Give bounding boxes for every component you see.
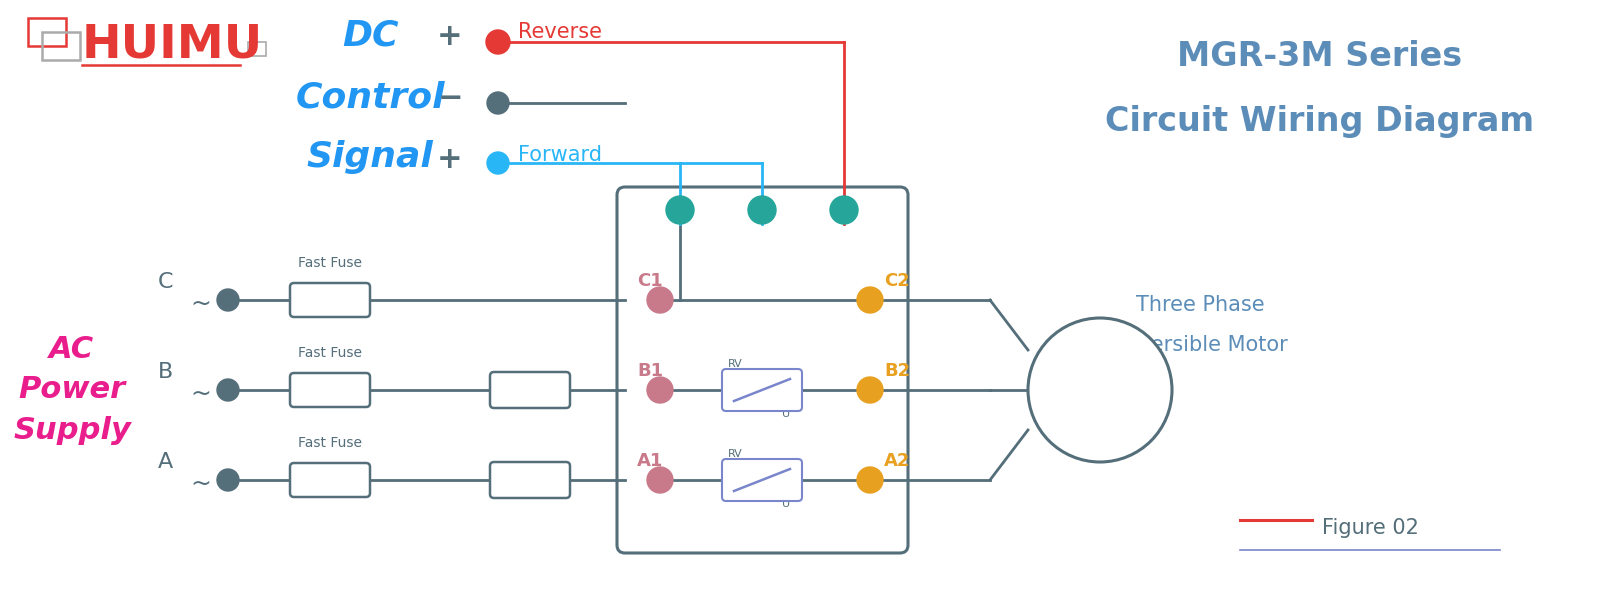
FancyBboxPatch shape (290, 373, 370, 407)
Circle shape (858, 467, 883, 493)
Text: C2: C2 (885, 272, 910, 290)
Text: Reverse: Reverse (518, 22, 602, 42)
Circle shape (218, 289, 238, 311)
Text: MGR-3M Series: MGR-3M Series (1178, 40, 1462, 73)
Text: RV: RV (728, 359, 742, 369)
Circle shape (486, 92, 509, 114)
Circle shape (646, 467, 674, 493)
Text: Figure 02: Figure 02 (1322, 518, 1419, 538)
Text: Three Phase: Three Phase (1136, 295, 1264, 315)
FancyBboxPatch shape (722, 369, 802, 411)
Text: A2: A2 (885, 452, 910, 470)
Text: C1: C1 (637, 272, 662, 290)
Text: U: U (782, 409, 790, 419)
Text: B1: B1 (637, 362, 662, 380)
Text: +: + (437, 145, 462, 174)
Text: ~: ~ (190, 472, 211, 496)
Circle shape (218, 379, 238, 401)
Text: AC
Power
Supply: AC Power Supply (13, 335, 131, 445)
Circle shape (646, 287, 674, 313)
FancyBboxPatch shape (722, 459, 802, 501)
Circle shape (858, 377, 883, 403)
Text: ~: ~ (190, 292, 211, 316)
Text: +: + (437, 22, 462, 51)
Text: U: U (782, 499, 790, 509)
Text: Circuit Wiring Diagram: Circuit Wiring Diagram (1106, 105, 1534, 138)
Text: A: A (158, 452, 173, 472)
Text: DC: DC (342, 18, 398, 52)
Circle shape (666, 196, 694, 224)
Circle shape (486, 152, 509, 174)
Text: Signal: Signal (307, 140, 434, 174)
Text: M: M (1080, 369, 1120, 411)
Text: −: − (437, 84, 462, 113)
Text: Load: Load (512, 472, 549, 488)
FancyBboxPatch shape (490, 462, 570, 498)
Text: Forward: Forward (518, 145, 602, 165)
Text: Control: Control (296, 80, 445, 114)
Text: Fast Fuse: Fast Fuse (298, 436, 362, 450)
Text: HUIMU: HUIMU (82, 22, 264, 67)
FancyBboxPatch shape (290, 283, 370, 317)
Text: Fast Fuse: Fast Fuse (298, 256, 362, 270)
Circle shape (486, 30, 510, 54)
Circle shape (749, 196, 776, 224)
Text: Load: Load (512, 382, 549, 398)
Circle shape (858, 287, 883, 313)
Bar (29, 18, 66, 46)
Text: A1: A1 (637, 452, 664, 470)
Text: Fast Fuse: Fast Fuse (298, 346, 362, 360)
FancyBboxPatch shape (290, 463, 370, 497)
FancyBboxPatch shape (490, 372, 570, 408)
Bar (248, 42, 266, 56)
Circle shape (1027, 318, 1171, 462)
Circle shape (646, 377, 674, 403)
Text: C: C (158, 272, 173, 292)
Circle shape (218, 469, 238, 491)
Text: B: B (158, 362, 173, 382)
Text: RV: RV (728, 449, 742, 459)
Circle shape (830, 196, 858, 224)
Text: Reversible Motor: Reversible Motor (1112, 335, 1288, 355)
Text: ~: ~ (190, 382, 211, 406)
Bar (42, 32, 80, 60)
Text: B2: B2 (885, 362, 910, 380)
